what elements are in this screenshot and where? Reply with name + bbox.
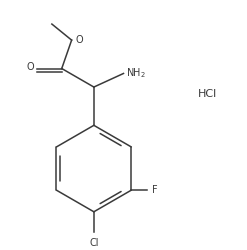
Text: O: O <box>27 62 35 72</box>
Text: NH$_2$: NH$_2$ <box>126 66 146 80</box>
Text: Cl: Cl <box>89 238 99 248</box>
Text: O: O <box>75 35 83 45</box>
Text: F: F <box>152 185 158 195</box>
Text: HCl: HCl <box>198 90 217 100</box>
